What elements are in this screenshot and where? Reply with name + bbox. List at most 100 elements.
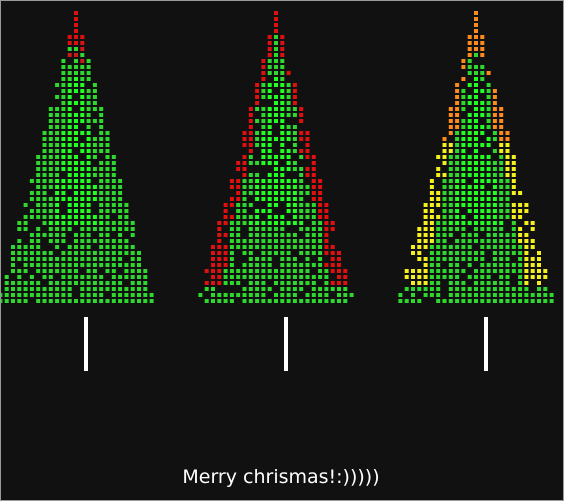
tree-light bbox=[442, 275, 447, 279]
tree-light bbox=[80, 83, 85, 87]
tree-light bbox=[80, 89, 85, 93]
tree-light bbox=[42, 167, 47, 171]
tree-light bbox=[286, 107, 291, 111]
tree-light bbox=[242, 221, 247, 225]
tree-light bbox=[286, 251, 291, 255]
tree-light bbox=[267, 263, 272, 267]
tree-light bbox=[299, 119, 304, 123]
tree-light bbox=[99, 167, 104, 171]
tree-light bbox=[23, 293, 28, 297]
tree-light bbox=[67, 65, 72, 69]
tree-light bbox=[17, 221, 22, 225]
tree-light bbox=[455, 119, 460, 123]
tree-light bbox=[261, 227, 266, 231]
tree-light bbox=[48, 143, 53, 147]
tree-light bbox=[486, 161, 491, 165]
tree-light bbox=[404, 287, 409, 291]
tree-light bbox=[204, 287, 209, 291]
tree-light bbox=[74, 113, 78, 117]
tree-light bbox=[505, 179, 510, 183]
tree-light bbox=[229, 281, 234, 285]
tree-light bbox=[280, 275, 285, 279]
tree-light bbox=[480, 281, 485, 285]
tree-light bbox=[137, 257, 141, 261]
tree-light bbox=[67, 83, 72, 87]
tree-light bbox=[143, 275, 148, 279]
tree-light bbox=[417, 281, 422, 285]
tree-light bbox=[461, 293, 466, 297]
tree-light bbox=[99, 113, 104, 117]
tree-light bbox=[80, 299, 85, 303]
tree-light bbox=[229, 179, 234, 183]
tree-light bbox=[261, 77, 266, 81]
tree-light bbox=[217, 227, 222, 231]
tree-light bbox=[124, 245, 129, 249]
tree-light bbox=[261, 221, 266, 225]
tree-light bbox=[274, 65, 278, 69]
tree-light bbox=[280, 149, 285, 153]
tree-light bbox=[474, 53, 478, 57]
tree-light bbox=[48, 299, 53, 303]
tree-light bbox=[305, 269, 310, 273]
tree-light bbox=[474, 233, 478, 237]
tree-light bbox=[248, 299, 253, 303]
tree-light bbox=[242, 251, 247, 255]
tree-light bbox=[280, 299, 285, 303]
tree-trunk bbox=[284, 317, 288, 371]
tree-light bbox=[261, 263, 266, 267]
tree-light bbox=[480, 203, 485, 207]
tree-light bbox=[311, 233, 316, 237]
tree-light bbox=[518, 209, 523, 213]
tree-light bbox=[267, 185, 272, 189]
tree-light bbox=[511, 227, 516, 231]
tree-light bbox=[255, 221, 260, 225]
tree-light bbox=[67, 71, 72, 75]
tree-light bbox=[292, 275, 297, 279]
tree-light bbox=[242, 197, 247, 201]
tree-light bbox=[442, 233, 447, 237]
tree-light bbox=[248, 251, 253, 255]
tree-light bbox=[130, 299, 135, 303]
tree-light bbox=[505, 197, 510, 201]
tree-light bbox=[80, 119, 85, 123]
tree-light bbox=[474, 185, 478, 189]
tree-light bbox=[48, 137, 53, 141]
tree-light bbox=[311, 215, 316, 219]
tree-light bbox=[61, 269, 66, 273]
tree-light bbox=[80, 257, 85, 261]
tree-light bbox=[48, 215, 53, 219]
tree-light bbox=[92, 191, 97, 195]
tree-light bbox=[429, 179, 434, 183]
tree-light bbox=[55, 281, 60, 285]
tree-light bbox=[204, 281, 209, 285]
tree-light bbox=[280, 269, 285, 273]
tree-light bbox=[36, 191, 41, 195]
tree-light bbox=[480, 53, 485, 57]
tree-light bbox=[292, 191, 297, 195]
tree-light bbox=[492, 131, 497, 135]
tree-light bbox=[349, 293, 354, 297]
tree-light bbox=[442, 227, 447, 231]
tree-light bbox=[236, 293, 241, 297]
tree-light bbox=[74, 41, 78, 45]
tree-light bbox=[480, 245, 485, 249]
tree-light bbox=[442, 179, 447, 183]
tree-light bbox=[292, 257, 297, 261]
tree-light bbox=[48, 149, 53, 153]
tree-light bbox=[92, 149, 97, 153]
tree-light bbox=[74, 245, 78, 249]
tree-light bbox=[480, 161, 485, 165]
tree-light bbox=[255, 107, 260, 111]
tree-light bbox=[537, 281, 541, 285]
tree-light bbox=[111, 185, 116, 189]
tree-light bbox=[492, 113, 497, 117]
tree-light bbox=[448, 215, 453, 219]
tree-light bbox=[280, 191, 285, 195]
tree-light bbox=[55, 173, 60, 177]
tree-light bbox=[429, 245, 434, 249]
tree-light bbox=[436, 251, 441, 255]
tree-light bbox=[299, 299, 304, 303]
tree-light bbox=[255, 83, 260, 87]
tree-light bbox=[330, 269, 335, 273]
tree-light bbox=[292, 215, 297, 219]
